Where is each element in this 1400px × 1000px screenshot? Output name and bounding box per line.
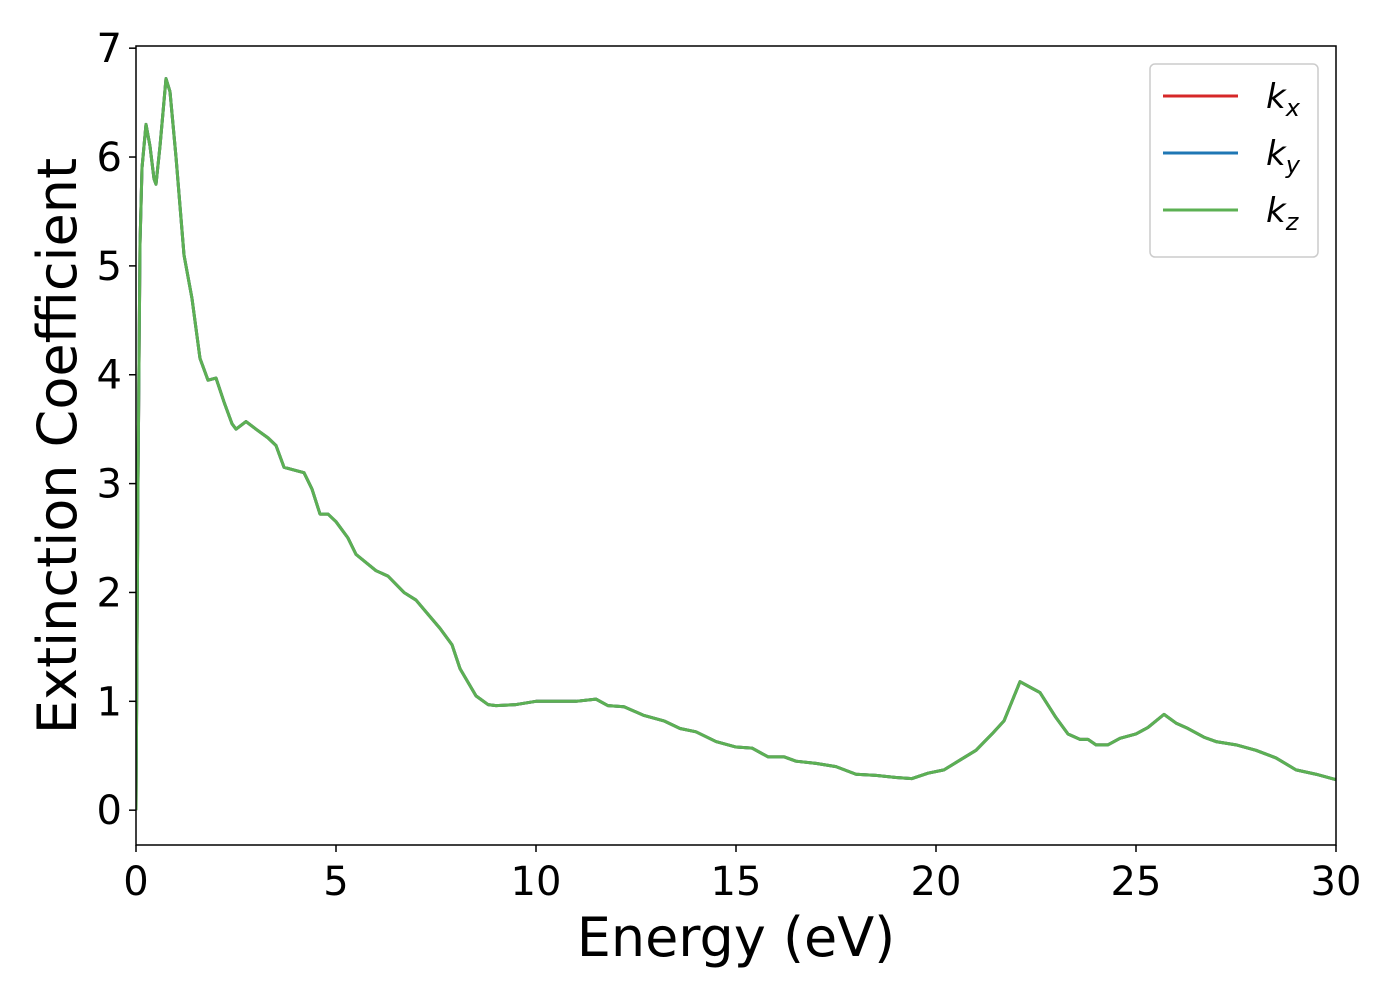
y-tick-label: 1 (97, 679, 122, 725)
y-tick-label: 4 (97, 353, 122, 399)
y-tick-label: 3 (97, 462, 122, 508)
legend-label: kx (1266, 77, 1301, 122)
data-line (136, 77, 1336, 811)
plot-frame (135, 45, 1337, 846)
x-tick-label: 10 (511, 859, 562, 905)
y-axis-label: Extinction Coefficient (26, 158, 89, 734)
y-tick-label: 6 (97, 135, 122, 181)
y-tick-label: 0 (97, 788, 122, 834)
x-tick-label: 30 (1311, 859, 1362, 905)
x-axis-label: Energy (eV) (577, 906, 896, 969)
y-tick-label: 5 (97, 244, 122, 290)
x-tick-label: 15 (711, 859, 762, 905)
x-tick-label: 25 (1111, 859, 1162, 905)
y-tick-label: 7 (97, 26, 122, 72)
legend-label: kz (1266, 191, 1300, 236)
x-tick-label: 5 (323, 859, 348, 905)
y-tick-label: 2 (97, 570, 122, 616)
x-tick-label: 20 (911, 859, 962, 905)
legend-label: ky (1266, 134, 1301, 179)
x-tick-label: 0 (123, 859, 148, 905)
